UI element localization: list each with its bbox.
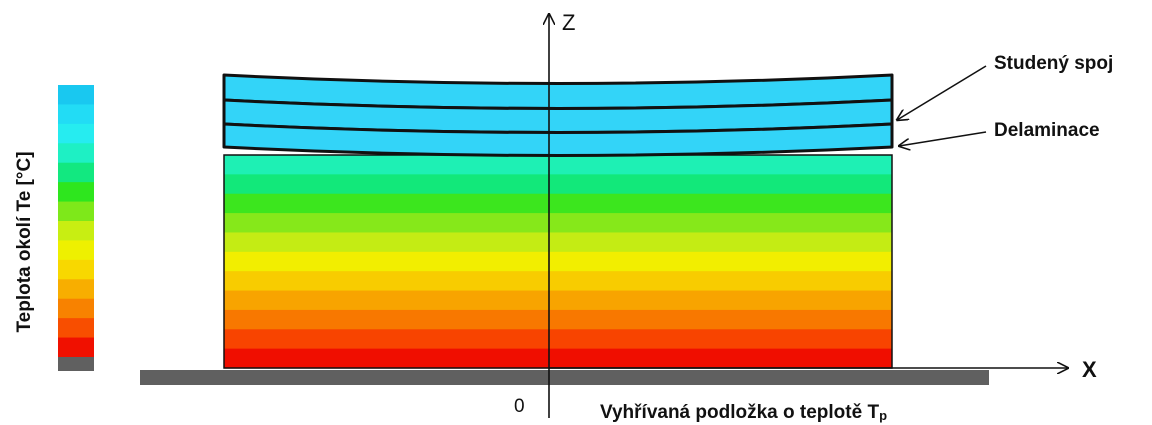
temperature-color-scale xyxy=(58,85,94,371)
substrate-label: Vyhřívaná podložka o teplotě Tp xyxy=(600,402,887,423)
x-axis-label: X xyxy=(1082,357,1097,382)
delamination-arrow xyxy=(899,131,987,146)
block-band xyxy=(224,174,892,195)
layer-bottom xyxy=(222,122,894,157)
block-band xyxy=(224,290,892,311)
cold-joint-arrow xyxy=(897,65,987,120)
colorbar-band xyxy=(58,337,94,358)
colorbar-band xyxy=(58,104,94,125)
heated-substrate xyxy=(140,370,989,385)
block-band xyxy=(224,155,892,175)
colorbar-band xyxy=(58,221,94,242)
colorbar-band xyxy=(58,298,94,319)
colorbar-band xyxy=(58,318,94,339)
temperature-block xyxy=(224,155,892,369)
block-band xyxy=(224,213,892,234)
colorbar-band xyxy=(58,85,94,106)
colorbar-band xyxy=(58,162,94,183)
block-band xyxy=(224,309,892,330)
colorbar-label: Teplota okolí Te [°C] xyxy=(14,151,35,332)
block-band xyxy=(224,329,892,350)
colorbar-base xyxy=(58,357,94,371)
colorbar-band xyxy=(58,182,94,203)
layer-stack xyxy=(222,73,894,157)
block-band xyxy=(224,232,892,253)
delamination-label: Delaminace xyxy=(994,120,1100,141)
block-band xyxy=(224,251,892,272)
z-axis-label: Z xyxy=(562,10,575,35)
block-band xyxy=(224,348,892,369)
colorbar-band xyxy=(58,123,94,144)
block-band xyxy=(224,271,892,292)
colorbar-band xyxy=(58,259,94,280)
cold-joint-label: Studený spoj xyxy=(994,53,1113,74)
origin-label: 0 xyxy=(514,396,525,417)
colorbar-band xyxy=(58,279,94,300)
colorbar-band xyxy=(58,143,94,164)
block-band xyxy=(224,193,892,214)
colorbar-band xyxy=(58,201,94,222)
colorbar-band xyxy=(58,240,94,261)
